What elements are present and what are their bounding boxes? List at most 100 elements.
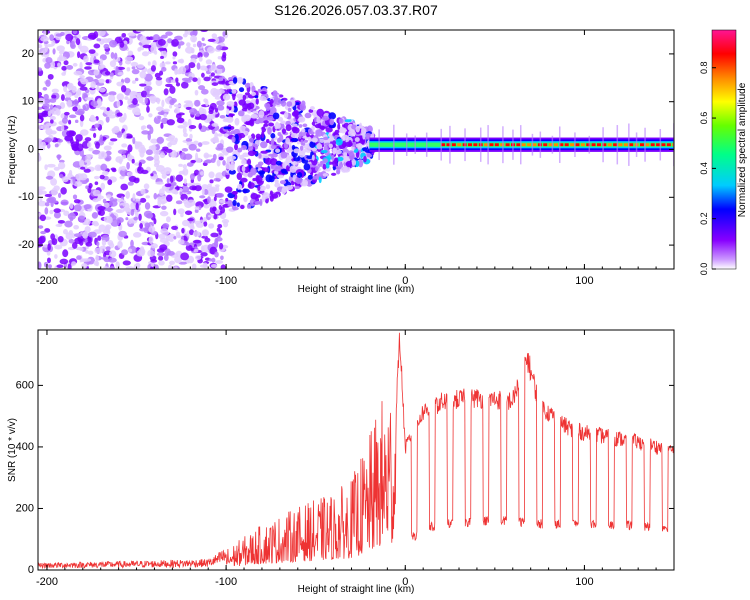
- heatmap-cell: [295, 115, 299, 120]
- heatmap-cell: [139, 222, 143, 229]
- heatmap-cell: [156, 136, 165, 144]
- heatmap-cell: [126, 67, 131, 72]
- heatmap-cell: [323, 145, 329, 152]
- heatmap-cell: [165, 31, 173, 36]
- heatmap-cell: [204, 237, 211, 243]
- heatmap-cell: [203, 221, 208, 227]
- heatmap-cell: [172, 61, 178, 65]
- heatmap-cell: [97, 235, 102, 241]
- heatmap-cell: [169, 260, 176, 265]
- heatmap-cell: [106, 107, 110, 112]
- heatmap-cell: [81, 263, 88, 269]
- heatmap-cell: [602, 127, 604, 163]
- heatmap-cell: [252, 110, 259, 114]
- y-tick-label: 200: [16, 502, 34, 514]
- heatmap-cell: [38, 188, 43, 196]
- heatmap-cell: [55, 108, 61, 116]
- heatmap-cell: [332, 160, 338, 167]
- heatmap-cell: [163, 88, 169, 96]
- heatmap-cell: [98, 65, 105, 70]
- heatmap-cell: [268, 153, 274, 157]
- heatmap-cell: [47, 110, 51, 116]
- heatmap-cell: [177, 43, 181, 49]
- heatmap-cell: [217, 80, 226, 85]
- heatmap-cell: [57, 192, 62, 198]
- heatmap-cell: [272, 90, 278, 97]
- heatmap-cell: [183, 132, 188, 138]
- heatmap-cell: [61, 72, 66, 76]
- heatmap-cell: [291, 123, 298, 128]
- heatmap-cell: [281, 128, 287, 134]
- heatmap-cell: [208, 110, 214, 115]
- heatmap-cell: [100, 182, 106, 191]
- heatmap-cell: [150, 45, 157, 54]
- heatmap-cell: [131, 80, 137, 84]
- heatmap-cell: [300, 181, 308, 187]
- heatmap-cell: [307, 174, 313, 180]
- heatmap-cell: [68, 238, 75, 244]
- heatmap-cell: [47, 73, 54, 80]
- heatmap-cell: [57, 220, 65, 224]
- heatmap-cell: [176, 117, 185, 124]
- heatmap-cell: [618, 143, 623, 147]
- heatmap-cell: [166, 177, 170, 184]
- heatmap-cell: [194, 157, 202, 163]
- heatmap-cell: [635, 132, 638, 157]
- heatmap-cell: [43, 137, 53, 143]
- heatmap-cell: [105, 246, 111, 251]
- heatmap-cell: [165, 83, 173, 88]
- heatmap-cell: [559, 143, 564, 147]
- heatmap-cell: [316, 116, 321, 124]
- heatmap-cell: [108, 141, 114, 146]
- heatmap-cell: [197, 77, 201, 86]
- heatmap-cell: [543, 143, 548, 147]
- heatmap-cell: [257, 185, 261, 191]
- heatmap-cell: [157, 111, 165, 116]
- heatmap-cell: [322, 173, 328, 177]
- heatmap-cell: [201, 37, 205, 42]
- heatmap-cell: [53, 211, 61, 219]
- heatmap-cell: [186, 42, 191, 48]
- heatmap-cell: [96, 98, 102, 105]
- heatmap-cell: [200, 30, 208, 33]
- heatmap-cell: [65, 33, 74, 42]
- heatmap-cell: [264, 157, 272, 165]
- heatmap-cell: [311, 154, 315, 161]
- heatmap-cell: [161, 205, 167, 210]
- heatmap-cell: [345, 160, 353, 168]
- heatmap-cell: [90, 81, 96, 89]
- heatmap-cell: [245, 120, 254, 126]
- x-tick-label: 100: [575, 275, 593, 287]
- heatmap-cell: [214, 132, 218, 139]
- heatmap-cell: [209, 200, 217, 208]
- heatmap-cell: [226, 108, 230, 116]
- heatmap-cell: [271, 193, 279, 199]
- heatmap-cell: [153, 218, 157, 225]
- heatmap-cell: [243, 195, 248, 203]
- heatmap-cell: [148, 113, 153, 118]
- heatmap-cell: [240, 144, 247, 151]
- heatmap-cell: [179, 152, 186, 160]
- heatmap-cell: [44, 207, 49, 215]
- heatmap-cell: [51, 94, 57, 99]
- x-tick-label: -100: [215, 576, 237, 588]
- heatmap-cell: [181, 81, 189, 89]
- heatmap-cell: [351, 140, 357, 148]
- heatmap-cell: [268, 175, 275, 183]
- heatmap-cell: [73, 70, 83, 76]
- heatmap-cell: [113, 198, 118, 202]
- heatmap-cell: [220, 264, 226, 269]
- heatmap-cell: [99, 58, 104, 66]
- heatmap-cell: [57, 139, 63, 143]
- heatmap-cell: [446, 143, 451, 147]
- heatmap-cell: [217, 223, 223, 229]
- heatmap-cell: [72, 176, 76, 185]
- heatmap-cell: [201, 141, 210, 145]
- heatmap-cell: [219, 199, 227, 204]
- heatmap-cell: [575, 143, 580, 147]
- heatmap-cell: [214, 96, 221, 100]
- heatmap-cell: [115, 65, 119, 74]
- heatmap-cell: [145, 195, 151, 199]
- heatmap-cell: [362, 147, 368, 152]
